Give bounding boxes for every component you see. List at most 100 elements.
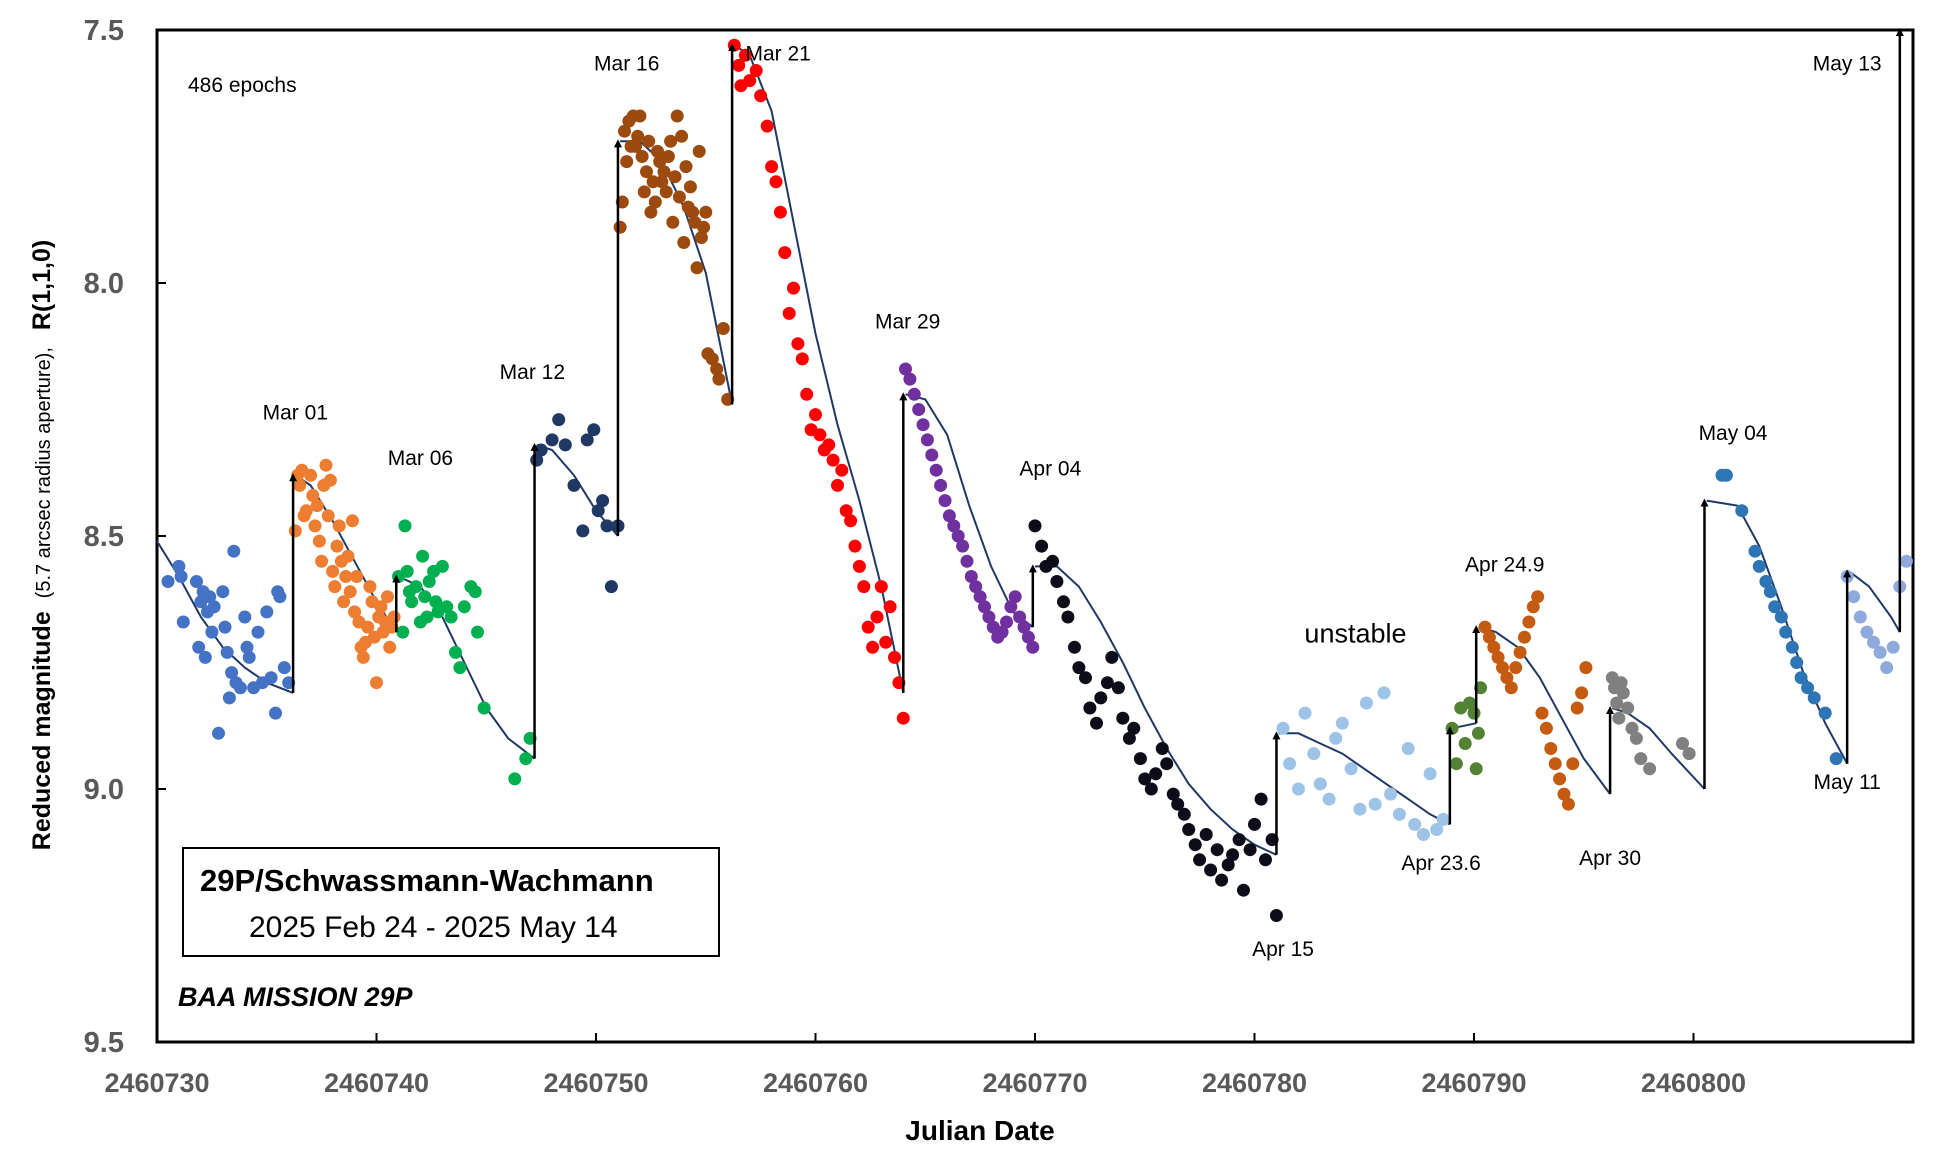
data-point [429, 595, 443, 609]
data-point [896, 711, 910, 725]
data-point [323, 473, 337, 487]
data-point [738, 48, 752, 62]
data-point [1008, 590, 1022, 604]
outburst-label: May 13 [1813, 52, 1882, 75]
data-point [683, 180, 697, 194]
data-point [942, 509, 956, 523]
data-point [1133, 752, 1147, 766]
outburst-label: Apr 24.9 [1465, 553, 1544, 576]
data-point [220, 645, 234, 659]
data-point [716, 322, 730, 335]
data-point [1313, 777, 1327, 791]
data-point [978, 600, 991, 614]
data-point [1329, 731, 1343, 745]
data-point [1050, 575, 1064, 588]
data-point [1463, 696, 1477, 710]
data-point [457, 600, 471, 614]
data-point [879, 635, 893, 649]
data-point [697, 220, 711, 234]
data-point [345, 514, 359, 528]
data-point [203, 590, 217, 604]
data-point [1557, 787, 1571, 801]
data-point [1504, 681, 1518, 695]
data-point [1028, 519, 1042, 533]
data-point [1237, 883, 1250, 897]
data-point [633, 109, 647, 123]
data-point [1544, 742, 1558, 755]
data-point [1561, 797, 1575, 811]
data-point [631, 129, 645, 143]
data-point [205, 625, 219, 639]
data-point [769, 175, 783, 189]
data-point [1867, 635, 1880, 649]
data-point [1860, 625, 1874, 639]
outburst-label: Mar 01 [263, 402, 328, 425]
data-point [238, 610, 252, 624]
data-point [1785, 640, 1799, 654]
data-point [964, 570, 978, 583]
x-axis-title: Julian Date [905, 1115, 1054, 1146]
data-point [477, 701, 491, 715]
data-point [870, 610, 884, 624]
data-point [773, 205, 787, 219]
data-point [1612, 711, 1626, 725]
data-point [1482, 630, 1496, 644]
data-point [659, 185, 673, 199]
data-point [1616, 686, 1630, 700]
data-point [273, 590, 287, 604]
data-point [1094, 691, 1108, 705]
data-point [929, 463, 943, 477]
data-point [787, 281, 800, 295]
data-point [1116, 711, 1130, 725]
data-point [1100, 676, 1114, 690]
data-point [973, 590, 987, 604]
data-point [1575, 686, 1589, 700]
x-tick-label: 2460780 [1202, 1068, 1307, 1098]
data-point [1138, 772, 1152, 786]
data-point [1177, 807, 1191, 821]
data-point [642, 134, 656, 148]
data-point [348, 605, 362, 619]
data-point [795, 352, 809, 366]
y-axis-title-paren: (5.7 arcsec radius aperture), [33, 347, 55, 598]
data-point [1625, 721, 1639, 735]
data-point [468, 585, 482, 599]
x-tick-label: 2460770 [982, 1068, 1087, 1098]
data-point [778, 246, 792, 260]
data-point [648, 195, 662, 209]
data-point [743, 74, 757, 88]
data-point [727, 38, 741, 52]
data-point [679, 160, 693, 174]
data-point [1335, 716, 1349, 730]
y-tick-label: 7.5 [84, 15, 124, 47]
data-point [1748, 544, 1762, 558]
data-point [1111, 681, 1125, 695]
data-point [1526, 600, 1540, 614]
data-point [1079, 671, 1092, 685]
data-point [1392, 807, 1406, 821]
data-point [381, 590, 394, 604]
outburst-label: Mar 29 [875, 311, 940, 334]
data-point [396, 625, 410, 639]
data-point [705, 352, 719, 366]
data-point [161, 575, 175, 588]
chart-subtitle: 2025 Feb 24 - 2025 May 14 [249, 911, 618, 944]
data-point [190, 575, 203, 588]
mission-label: BAA MISSION 29P [178, 982, 414, 1012]
data-point [1469, 762, 1483, 776]
data-point [1061, 610, 1075, 624]
data-point [387, 610, 401, 624]
data-point [1629, 731, 1643, 745]
data-point [888, 650, 901, 664]
x-tick-label: 2460760 [763, 1068, 868, 1098]
data-point [321, 509, 335, 523]
epochs-label: 486 epochs [188, 74, 297, 97]
y-axis-title-end: R(1,1,0) [28, 240, 56, 330]
data-point [655, 175, 669, 189]
model-curve-segment [1278, 732, 1451, 826]
data-point [1105, 650, 1119, 664]
data-point [440, 600, 454, 614]
data-point [337, 595, 351, 609]
data-point [960, 554, 974, 568]
data-point [1122, 731, 1136, 745]
